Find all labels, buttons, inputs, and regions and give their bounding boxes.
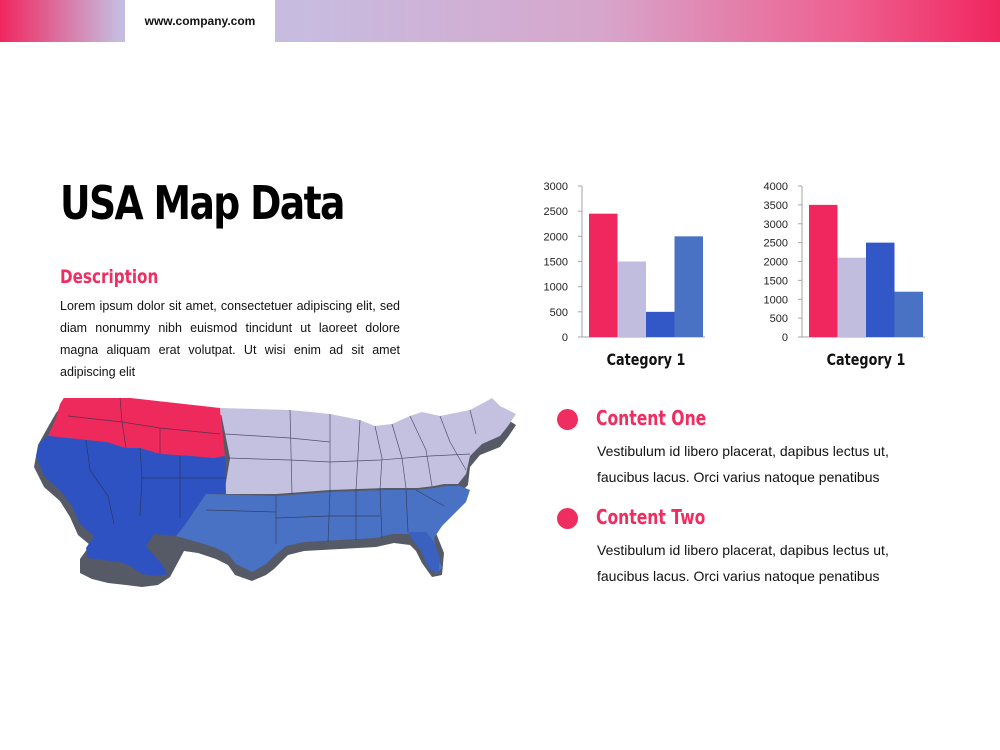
bar-series-1 [589,213,618,337]
bar-series-3 [646,311,675,337]
content-one-bullet-icon [557,409,578,430]
map-southwest-region [36,436,226,576]
bar-series-1 [809,204,838,337]
y-tick-label: 1500 [544,257,568,269]
slide-title: USA Map Data [60,176,345,230]
description-heading: Description [60,266,159,288]
y-tick-label: 2000 [544,231,568,243]
website-url: www.company.com [125,0,275,42]
y-tick-label: 1000 [764,294,788,306]
y-tick-label: 2000 [764,257,788,269]
chart-svg: 0 500 1000 1500 2000 2500 3000 3500 4000 Category… [764,181,925,370]
bar-chart-1: 0 500 1000 1500 2000 2500 3000 Category 1 [528,176,728,376]
map-florida-region [408,532,440,574]
map-southeast-region [176,486,470,574]
bar-series-2 [837,257,866,337]
y-tick-label: 3500 [764,200,788,212]
content-two-title: Content Two [596,505,706,529]
content-two-body: Vestibulum id libero placerat, dapibus l… [597,542,889,584]
bar-series-4 [674,236,703,337]
map-northeast-midwest-region [220,398,516,494]
category-label: Category 1 [607,352,686,370]
y-tick-label: 2500 [544,206,568,218]
chart-svg: 0 500 1000 1500 2000 2500 3000 Category 1 [544,181,705,370]
y-tick-label: 1500 [764,275,788,287]
bar-series-2 [617,261,646,337]
y-tick-label: 500 [550,307,568,319]
y-tick-label: 3000 [544,181,568,193]
y-tick-label: 0 [562,332,568,344]
y-tick-label: 4000 [764,181,788,193]
map-northwest-region [48,398,225,458]
content-two-bullet-icon [557,508,578,529]
category-label: Category 1 [827,352,906,370]
bar-series-4 [894,291,923,337]
bar-series-3 [866,242,895,337]
y-tick-label: 0 [782,332,788,344]
bar-chart-2: 0 500 1000 1500 2000 2500 3000 3500 4000 Category… [748,176,948,376]
content-one-title: Content One [596,406,707,430]
y-tick-label: 500 [770,313,788,325]
usa-map [34,398,516,587]
y-tick-label: 3000 [764,219,788,231]
y-tick-label: 2500 [764,238,788,250]
y-tick-label: 1000 [544,282,568,294]
description-text: Lorem ipsum dolor sit amet, consectetuer… [60,299,400,379]
content-one-body: Vestibulum id libero placerat, dapibus l… [597,443,889,485]
